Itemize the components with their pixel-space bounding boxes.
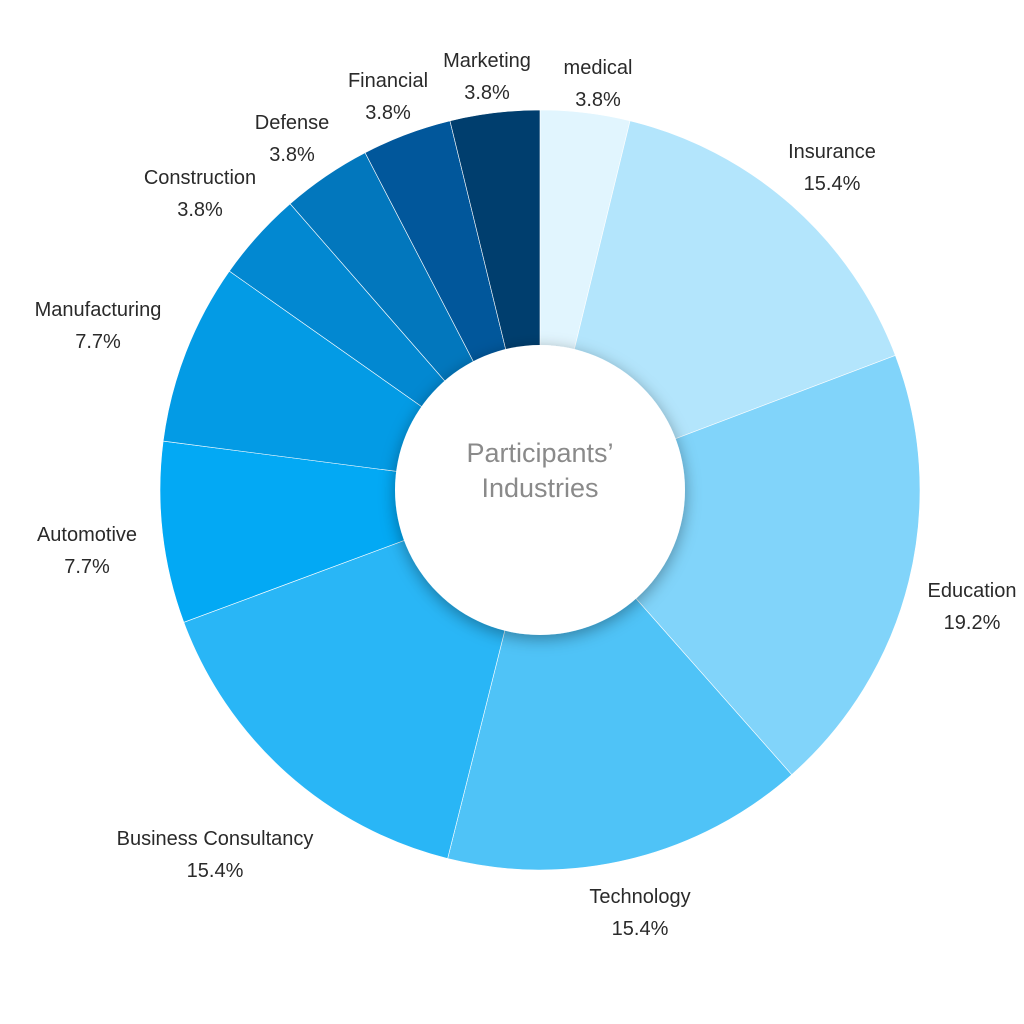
slice-label: Technology xyxy=(589,886,690,908)
slice-label: Financial xyxy=(348,70,428,92)
slice-value-label: 15.4% xyxy=(612,918,669,940)
slice-value-label: 15.4% xyxy=(804,173,861,195)
slice-label: Business Consultancy xyxy=(117,828,314,850)
slice-label: medical xyxy=(564,57,633,79)
chart-title-line-1: Participants’ xyxy=(466,438,613,468)
slice-value-label: 3.8% xyxy=(177,199,223,221)
slice-value-label: 3.8% xyxy=(575,89,621,111)
slice-value-label: 7.7% xyxy=(64,556,110,578)
slice-label: Defense xyxy=(255,112,330,134)
slice-value-label: 19.2% xyxy=(944,612,1001,634)
slice-value-label: 15.4% xyxy=(187,860,244,882)
slice-value-label: 3.8% xyxy=(464,82,510,104)
slice-value-label: 3.8% xyxy=(269,144,315,166)
slice-label: Construction xyxy=(144,167,256,189)
labels-layer: medical 3.8% Insurance 15.4% Education 19.2% T… xyxy=(35,50,1017,940)
slice-label: Automotive xyxy=(37,524,137,546)
slice-label: Manufacturing xyxy=(35,299,162,321)
slice-label: Marketing xyxy=(443,50,531,72)
slice-value-label: 3.8% xyxy=(365,102,411,124)
center-hole xyxy=(395,345,685,635)
slice-value-label: 7.7% xyxy=(75,331,121,353)
chart-title-line-2: Industries xyxy=(481,473,598,503)
slice-label: Education xyxy=(928,580,1017,602)
slice-label: Insurance xyxy=(788,141,876,163)
